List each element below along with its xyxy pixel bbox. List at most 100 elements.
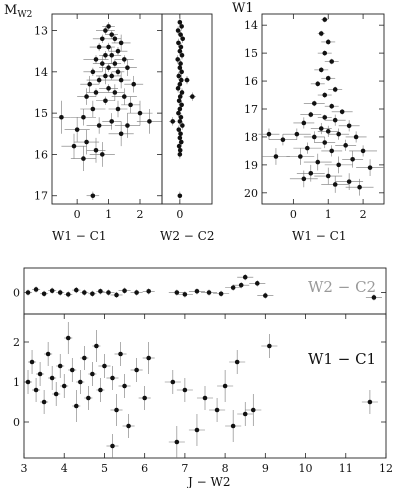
data-point [114, 292, 119, 298]
data-point [177, 19, 183, 25]
data-point [74, 127, 80, 132]
y-tick-label: 18 [244, 131, 258, 144]
data-point [179, 102, 184, 108]
data-point [315, 81, 321, 87]
data-point [336, 162, 341, 168]
y-tick-label: 19 [244, 159, 258, 172]
x-axis-label: J − W2 [186, 475, 230, 488]
y-tick-label: 0 [13, 416, 20, 429]
data-point [266, 131, 272, 137]
data-point [93, 57, 99, 62]
data-point [177, 81, 183, 87]
data-point [98, 387, 103, 393]
panel-frame [161, 13, 213, 205]
data-point [174, 439, 180, 445]
data-point [93, 90, 99, 95]
data-point [371, 295, 377, 300]
data-point [346, 179, 352, 184]
data-point [121, 57, 127, 62]
data-point [206, 290, 212, 295]
data-point [142, 395, 147, 401]
data-point [122, 288, 127, 293]
data-point [194, 427, 200, 433]
data-point [110, 443, 115, 449]
data-point [115, 69, 121, 75]
data-point [114, 407, 119, 413]
data-point [121, 94, 127, 99]
y-axis-label: MW2 [4, 3, 32, 20]
data-point [106, 65, 111, 70]
data-point [176, 110, 181, 116]
data-point [109, 73, 115, 79]
data-point [115, 48, 121, 54]
data-point [322, 50, 328, 56]
data-point [71, 143, 77, 149]
data-point [315, 159, 321, 165]
data-point [86, 395, 91, 401]
data-point [178, 44, 184, 50]
panel-frame [51, 13, 163, 205]
data-point [178, 114, 184, 120]
data-point [57, 363, 63, 369]
data-point [81, 114, 86, 120]
data-point [131, 81, 137, 87]
data-point [322, 115, 328, 120]
data-point [177, 65, 183, 70]
data-point [178, 139, 184, 145]
data-point [318, 31, 324, 36]
x-tick-label: 1 [325, 208, 332, 221]
panel-w2c2-vs-jw2: W2 − C2 0 [13, 267, 387, 315]
data-point [174, 290, 180, 295]
data-point [325, 173, 331, 179]
x-tick-label: 12 [379, 462, 393, 475]
data-point [41, 399, 47, 405]
x-axis-label: W1 − C1 [52, 229, 106, 243]
data-point [178, 77, 184, 83]
y-tick-label: 14 [244, 19, 258, 32]
data-point [177, 152, 183, 157]
data-point [254, 281, 260, 286]
y-axis-label: W1 [232, 1, 254, 16]
data-point [177, 193, 183, 199]
data-point [360, 148, 366, 154]
y-tick-label: 15 [244, 47, 258, 60]
x-tick-label: 0 [290, 208, 297, 221]
x-tick-label: 6 [141, 462, 148, 475]
data-point [222, 383, 228, 389]
y-tick-label: 2 [13, 336, 20, 349]
data-point [301, 176, 307, 182]
data-point [325, 39, 331, 45]
data-point [25, 290, 31, 295]
x-tick-label: 9 [262, 462, 269, 475]
data-point [234, 359, 240, 365]
data-point [134, 367, 139, 373]
data-point [332, 87, 338, 92]
data-point [176, 73, 182, 79]
data-point [177, 106, 183, 112]
data-point [102, 363, 107, 369]
data-point [308, 170, 314, 176]
data-point [305, 145, 310, 151]
data-point [53, 391, 59, 397]
data-point [37, 371, 43, 377]
data-point [99, 152, 105, 157]
data-point [137, 110, 143, 116]
y-tick-label: 0 [13, 287, 20, 300]
data-point [263, 293, 268, 298]
data-point [125, 123, 130, 128]
data-point [106, 44, 111, 50]
x-axis-label: W2 − C2 [160, 229, 214, 243]
data-point [33, 387, 39, 393]
data-point [325, 129, 331, 134]
y-tick-label: 17 [34, 190, 48, 203]
data-point [182, 387, 188, 393]
data-point [336, 131, 341, 137]
data-point [175, 86, 181, 91]
data-point [179, 24, 184, 29]
data-point [147, 119, 152, 124]
data-point [301, 120, 307, 126]
y-tick-label: 13 [34, 25, 48, 38]
data-point [41, 291, 47, 297]
